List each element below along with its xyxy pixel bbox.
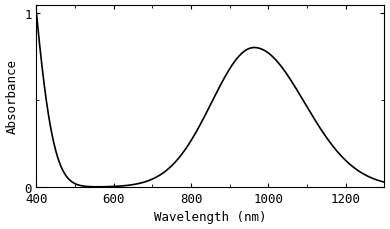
Y-axis label: Absorbance: Absorbance <box>5 59 19 134</box>
X-axis label: Wavelength (nm): Wavelength (nm) <box>154 210 267 224</box>
